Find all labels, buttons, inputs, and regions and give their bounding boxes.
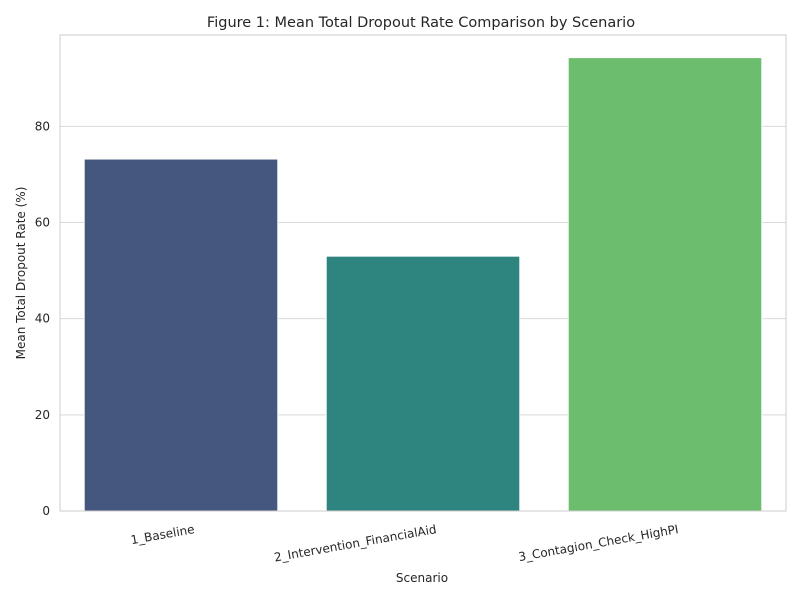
y-tick-label: 0 — [42, 504, 50, 518]
y-tick-label: 80 — [35, 119, 50, 133]
y-tick-label: 40 — [35, 312, 50, 326]
y-tick-label: 20 — [35, 408, 50, 422]
y-tick-label: 60 — [35, 216, 50, 230]
bar-2_Intervention_FinancialAid — [325, 255, 521, 512]
bar-3_Contagion_Check_HighPI — [567, 57, 763, 512]
bar-1_Baseline — [83, 158, 279, 512]
bars — [83, 57, 763, 512]
x-tick-label: 2_Intervention_FinancialAid — [273, 522, 438, 564]
y-axis-label: Mean Total Dropout Rate (%) — [14, 187, 28, 360]
x-tick-label: 3_Contagion_Check_HighPI — [517, 522, 679, 564]
x-tick-label: 1_Baseline — [130, 522, 196, 547]
y-tick-labels: 0 20 40 60 80 — [35, 119, 50, 518]
x-axis-label: Scenario — [396, 571, 448, 585]
chart-title: Figure 1: Mean Total Dropout Rate Compar… — [207, 15, 635, 31]
plot-frame — [59, 34, 787, 512]
x-tick-labels: 1_Baseline 2_Intervention_FinancialAid 3_C… — [130, 522, 680, 564]
